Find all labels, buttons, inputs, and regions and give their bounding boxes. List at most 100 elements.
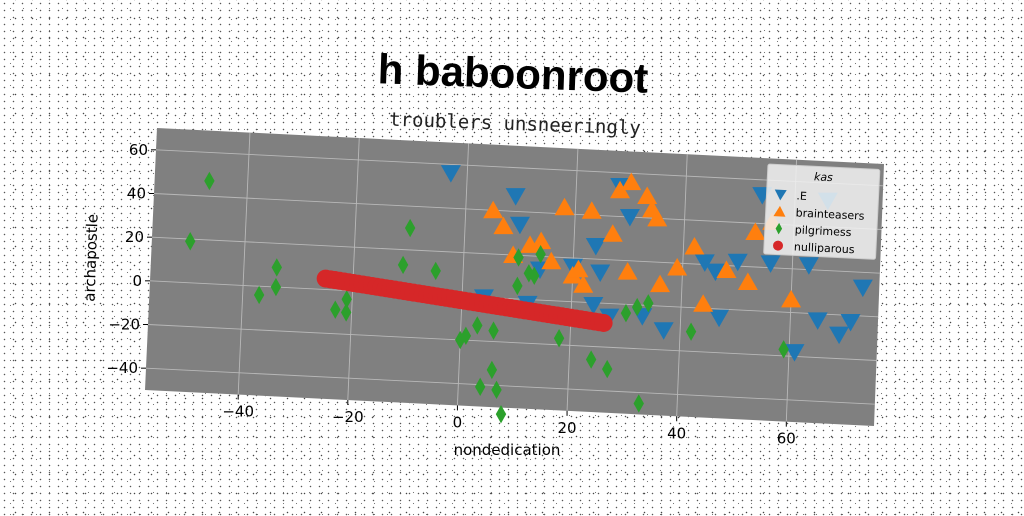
y-tick-label: 60: [129, 141, 148, 159]
marker-triangle-up: [650, 274, 671, 293]
marker-triangle-down: [807, 312, 828, 330]
marker-diamond: [404, 218, 416, 238]
grid-line-x: [347, 137, 360, 401]
plot-group: −40 −20 0 20 40 60 −40 −20 0 20 40 60 kas .E braintea…: [106, 128, 884, 448]
marker-triangle-up: [483, 200, 504, 219]
x-tick-label: 20: [558, 419, 577, 437]
grid-line-y: [155, 149, 884, 187]
y-tick-label: 0: [132, 272, 142, 290]
marker-triangle-up: [581, 201, 602, 219]
marker-diamond: [633, 394, 644, 413]
marker-diamond: [778, 340, 789, 359]
marker-triangle-down: [694, 254, 715, 272]
marker-triangle-up: [568, 259, 589, 278]
marker-triangle-up: [573, 275, 594, 293]
marker-diamond: [460, 326, 472, 346]
marker-triangle-up: [541, 251, 562, 270]
marker-diamond: [472, 316, 483, 335]
marker-triangle-up: [716, 260, 737, 278]
marker-triangle-down: [709, 309, 730, 328]
marker-diamond: [253, 285, 265, 305]
grid-line-x: [237, 132, 251, 395]
marker-diamond: [553, 329, 565, 348]
axis-ticks: −40 −20 0 20 40 60 −40 −20 0 20 40 60: [106, 141, 796, 448]
marker-triangle-down: [509, 216, 530, 235]
marker-diamond: [397, 255, 409, 275]
legend-label: nulliparous: [794, 240, 855, 256]
marker-triangle-down: [583, 296, 604, 315]
grid-line-y: [145, 367, 875, 405]
y-tick-label: −40: [106, 359, 138, 377]
y-tick-label: 20: [125, 228, 144, 246]
y-tick-label: −20: [108, 316, 140, 334]
marker-diamond: [585, 350, 597, 369]
marker-triangle-down: [852, 279, 873, 298]
grid-line-x: [676, 154, 688, 417]
marker-triangle-up: [610, 180, 631, 199]
marker-triangle-down: [585, 237, 606, 256]
marker-triangle-down: [705, 263, 726, 282]
marker-triangle-down: [619, 209, 640, 227]
marker-circle: [594, 313, 613, 332]
marker-diamond: [340, 303, 352, 322]
marker-diamond: [185, 232, 196, 251]
x-tick-label: 60: [777, 430, 796, 448]
grid-line-y: [153, 193, 882, 230]
marker-triangle-up: [647, 208, 668, 227]
marker-diamond: [602, 359, 613, 379]
marker-diamond: [529, 266, 540, 285]
marker-triangle-up: [617, 262, 638, 280]
legend-marker-triangle-down: [774, 189, 787, 201]
marker-triangle-up: [693, 294, 714, 312]
marker-triangle-down: [829, 326, 850, 345]
y-tick-label: 40: [127, 185, 146, 203]
legend-label: .E: [796, 189, 807, 202]
marker-diamond: [204, 171, 215, 191]
marker-diamond: [643, 294, 654, 313]
marker-diamond: [330, 300, 341, 319]
grid-line-x: [456, 143, 470, 406]
x-tick-label: −20: [332, 408, 364, 426]
x-tick-label: 0: [453, 413, 463, 431]
marker-triangle-up: [745, 222, 766, 241]
data-marks: [185, 165, 873, 424]
marker-triangle-up: [493, 216, 514, 235]
x-axis-label: nondedication: [454, 441, 561, 459]
marker-triangle-up: [684, 236, 705, 255]
marker-diamond: [631, 297, 643, 317]
x-tick-label: 40: [667, 424, 686, 442]
grid-line-y: [147, 324, 877, 361]
legend-label: pilgrimess: [794, 223, 851, 239]
marker-diamond: [271, 258, 282, 277]
marker-diamond: [512, 276, 523, 296]
marker-triangle-down: [653, 322, 674, 340]
marker-triangle-down: [590, 264, 611, 282]
marker-diamond: [430, 261, 441, 281]
marker-diamond: [341, 290, 352, 309]
marker-triangle-down: [505, 188, 526, 206]
chart-title: h baboonroot: [377, 45, 649, 101]
marker-diamond: [685, 322, 697, 341]
legend-title: kas: [814, 170, 834, 184]
marker-triangle-down: [840, 314, 861, 332]
marker-triangle-up: [781, 289, 802, 308]
marker-diamond: [486, 360, 498, 380]
chart-subtitle: troublers unsneeringly: [389, 109, 641, 140]
marker-diamond: [474, 377, 486, 397]
marker-diamond: [513, 248, 524, 267]
marker-diamond: [491, 380, 502, 400]
legend-box: [763, 163, 881, 260]
marker-triangle-up: [621, 172, 642, 191]
legend-marker-circle: [773, 240, 784, 251]
marker-triangle-up: [637, 186, 658, 205]
marker-triangle-up: [602, 224, 623, 242]
marker-diamond: [535, 245, 546, 264]
marker-triangle-down: [798, 257, 819, 275]
marker-triangle-down: [760, 255, 781, 273]
marker-diamond: [488, 321, 499, 340]
marker-triangle-down: [440, 165, 461, 183]
